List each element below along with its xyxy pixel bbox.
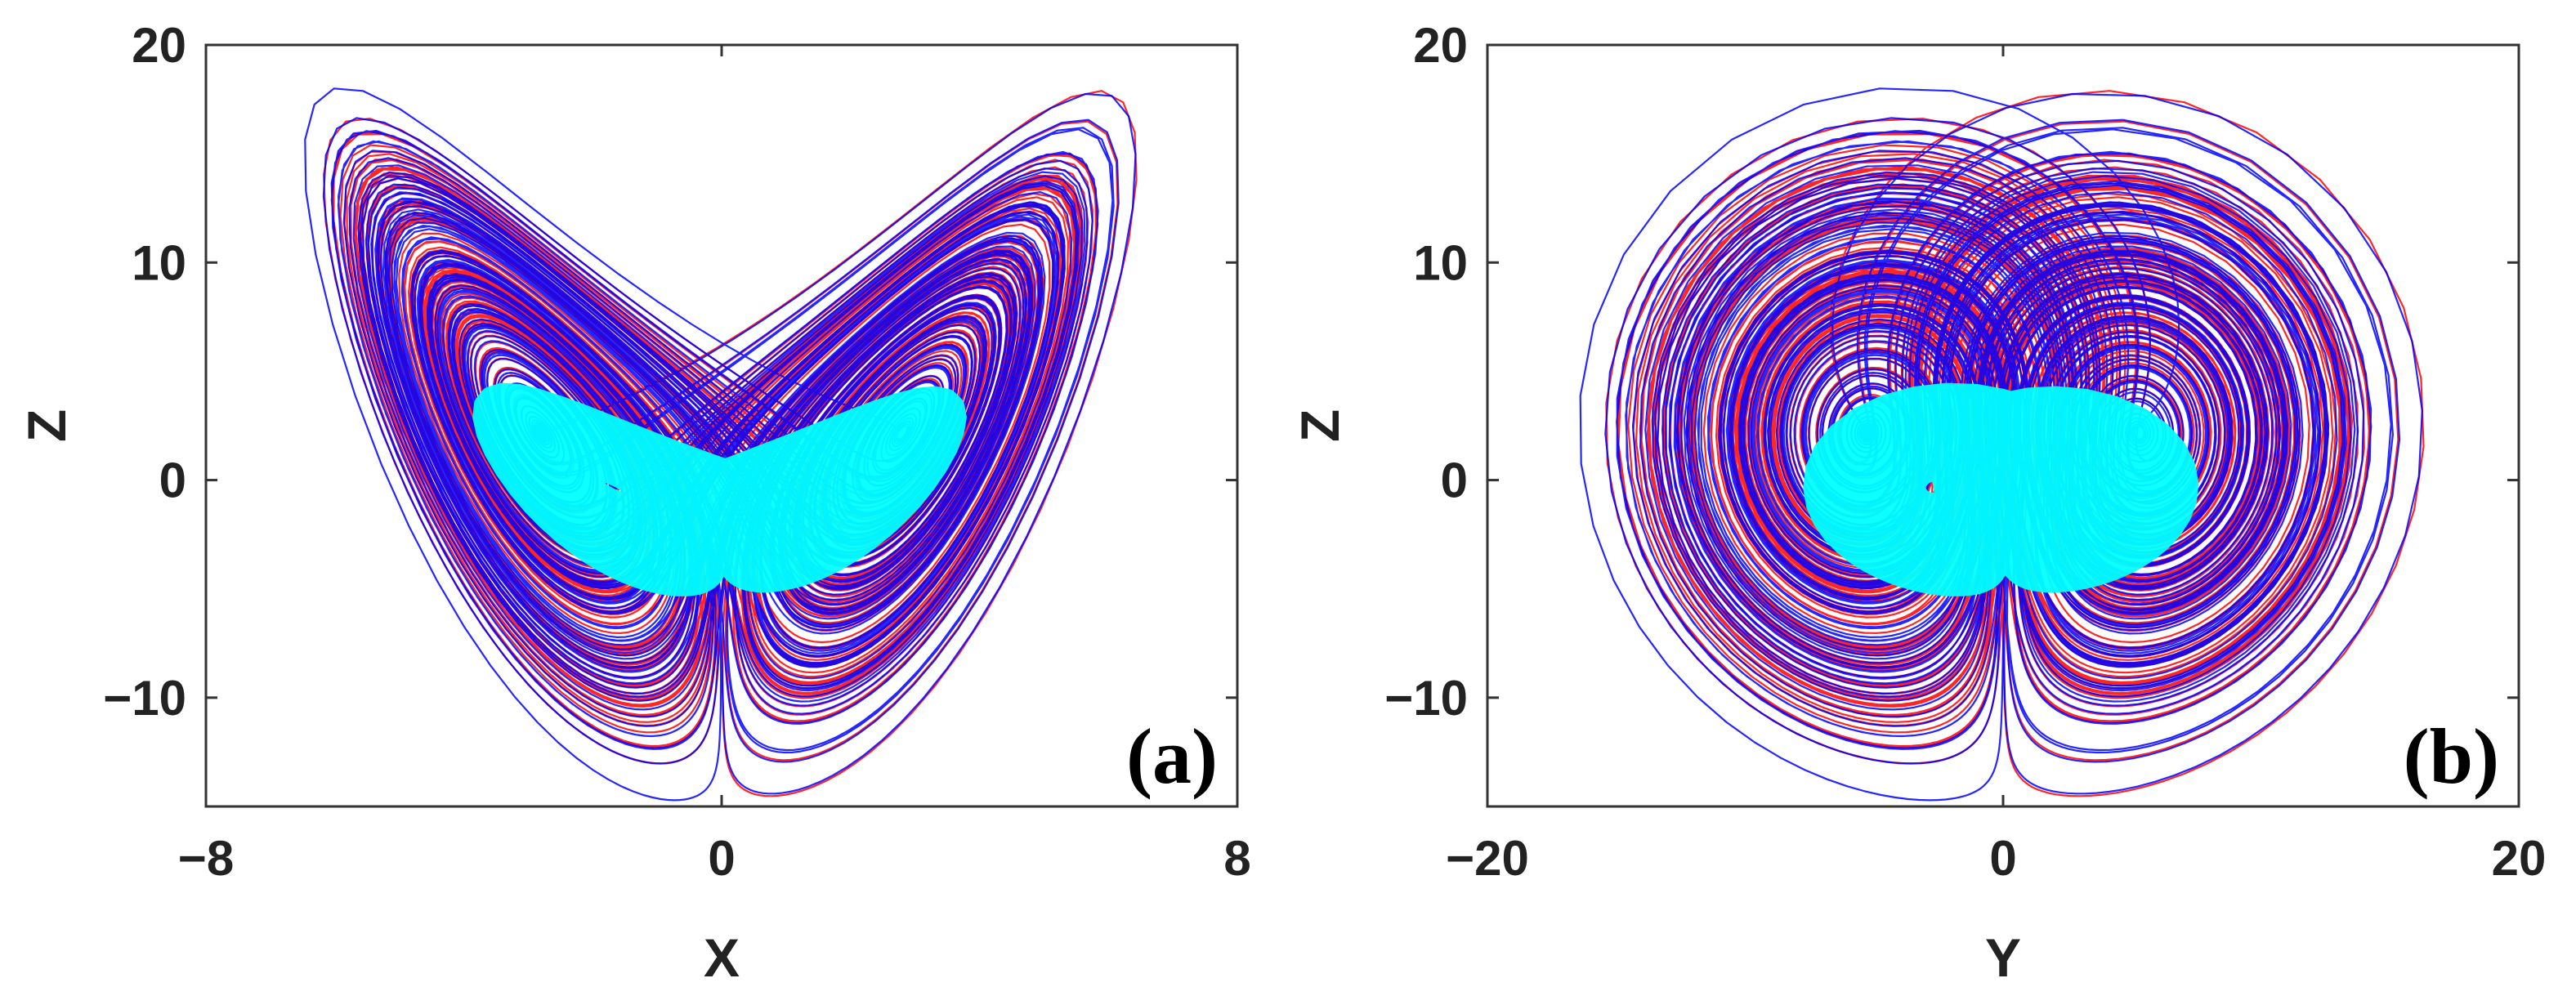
- x-tick-label: 0: [708, 831, 735, 886]
- x-tick-label: −8: [178, 831, 234, 886]
- panel-a-ticks: −8 0 8 −10 0 10 20: [103, 18, 1250, 886]
- y-tick-label: 20: [132, 18, 186, 73]
- y-tick-label: −10: [1384, 671, 1468, 726]
- panel-a-ylabel: Z: [16, 409, 77, 442]
- panel-a: −8 0 8 −10 0 10 20 X Z (a): [16, 18, 1251, 988]
- y-tick-label: 10: [1413, 235, 1468, 290]
- panel-a-plot-area: [304, 87, 1138, 802]
- panel-b-label: (b): [2404, 712, 2499, 800]
- y-tick-label: 10: [132, 235, 186, 290]
- panel-b-ticks: −20 0 20 −10 0 10 20: [1384, 18, 2546, 886]
- panel-b-ylabel: Z: [1290, 409, 1350, 442]
- panel-b-plot-area: [1579, 87, 2425, 802]
- series-line-2: [304, 87, 1137, 802]
- panel-a-xlabel: X: [704, 927, 740, 988]
- panel-b: −20 0 20 −10 0 10 20 Y Z (b): [1290, 18, 2546, 988]
- y-tick-label: 20: [1413, 18, 1468, 73]
- x-tick-label: 8: [1223, 831, 1250, 886]
- panel-a-label: (a): [1126, 712, 1218, 800]
- x-tick-label: 0: [1989, 831, 2016, 886]
- series-line-3: [472, 382, 967, 596]
- y-tick-label: 0: [1441, 453, 1468, 508]
- series-line-2: [1579, 87, 2423, 802]
- y-tick-label: −10: [103, 671, 186, 726]
- panel-b-xlabel: Y: [1985, 927, 2021, 988]
- x-tick-label: 20: [2492, 831, 2547, 886]
- x-tick-label: −20: [1446, 831, 1529, 886]
- y-tick-label: 0: [159, 453, 186, 508]
- series-line-3: [1803, 382, 2199, 596]
